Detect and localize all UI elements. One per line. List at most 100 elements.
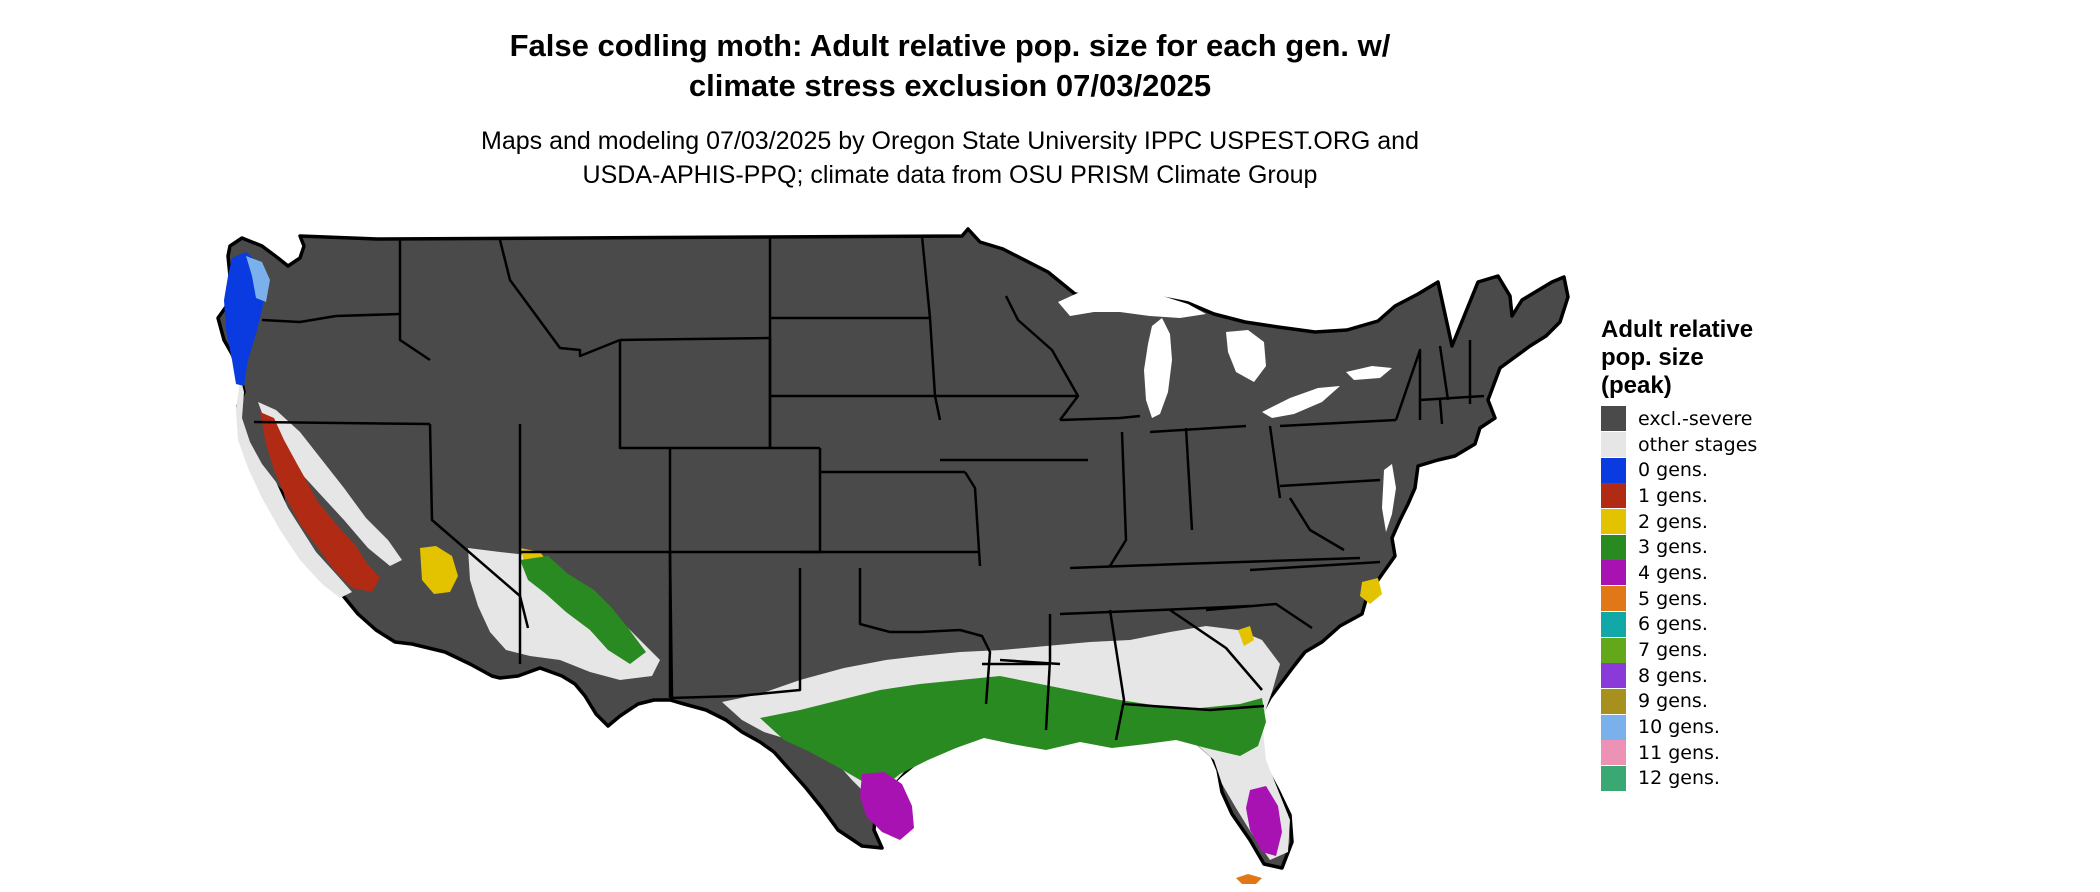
border-ny-ne [1394, 348, 1422, 421]
legend-label: 12 gens. [1638, 767, 1720, 790]
region-10-gens-washington-coast [246, 256, 270, 302]
legend-swatch [1601, 740, 1626, 766]
lake-erie [1262, 386, 1340, 418]
region-3-gens-southwest [520, 556, 646, 664]
region-2-gens-southern-california [420, 546, 458, 594]
legend-item: excl.-severe [1601, 406, 1841, 432]
legend-swatch [1601, 663, 1626, 689]
border-il-in [1108, 431, 1128, 567]
legend-swatch [1601, 714, 1626, 740]
border-oh-pa [1268, 425, 1282, 499]
border-pa-ny [1279, 418, 1397, 428]
map-title: False codling moth: Adult relative pop. … [0, 26, 1900, 106]
legend-swatch [1601, 688, 1626, 714]
legend-label: 0 gens. [1638, 459, 1708, 482]
legend-label: 6 gens. [1638, 613, 1708, 636]
legend-item: 2 gens. [1601, 509, 1841, 535]
legend-label: excl.-severe [1638, 407, 1753, 430]
border-va-nc [1249, 560, 1381, 572]
border-ok-tx [858, 568, 992, 705]
border-mn-wi [1004, 295, 1080, 397]
legend-label: 3 gens. [1638, 536, 1708, 559]
legend-title: Adult relative pop. size (peak) [1601, 316, 1841, 400]
lake-huron [1226, 330, 1266, 382]
legend-title-line-1: Adult relative [1601, 316, 1754, 343]
legend-label: 2 gens. [1638, 510, 1708, 533]
legend-label: 5 gens. [1638, 587, 1708, 610]
map-subtitle: Maps and modeling 07/03/2025 by Oregon S… [0, 124, 1900, 192]
region-1-gens-california-coast [260, 412, 380, 592]
border-ma-ct-ri [1419, 394, 1485, 425]
border-pa-md [1279, 478, 1381, 488]
legend-swatch [1601, 586, 1626, 612]
border-al-ga [1108, 609, 1126, 741]
border-oregon-california-nevada [253, 420, 431, 426]
chesapeake-bay [1382, 464, 1396, 532]
legend-title-line-3: (peak) [1601, 372, 1672, 399]
legend-items: excl.-severe other stages 0 gens. 1 gens. 2 … [1601, 406, 1841, 791]
border-washington-oregon [261, 312, 401, 324]
map-title-line-2: climate stress exclusion 07/03/2025 [688, 68, 1212, 103]
border-ky-tn [1069, 556, 1361, 570]
map-title-line-1: False codling moth: Adult relative pop. … [509, 28, 1391, 63]
legend-label: 10 gens. [1638, 716, 1720, 739]
legend-label: 11 gens. [1638, 741, 1720, 764]
legend-label: 8 gens. [1638, 664, 1708, 687]
legend-swatch [1601, 457, 1626, 483]
border-vt-nh-me [1438, 340, 1472, 404]
region-2-gens-southeast-virginia [1360, 578, 1382, 604]
legend-item: 3 gens. [1601, 534, 1841, 560]
border-nd-mn [920, 235, 937, 397]
border-montana-wyoming [619, 336, 771, 342]
lake-ontario [1346, 366, 1392, 380]
border-mi-oh [1149, 424, 1247, 434]
legend-label: 1 gens. [1638, 484, 1708, 507]
border-ga-fl [1123, 702, 1265, 712]
legend-item: 12 gens. [1601, 765, 1841, 792]
region-4-gens-south-florida [1246, 786, 1282, 856]
border-az-nm [668, 551, 674, 699]
border-va-wv [1288, 497, 1345, 552]
border-tn-south [1059, 604, 1251, 616]
state-borders [253, 235, 1485, 741]
legend-title-line-2: pop. size [1601, 344, 1704, 371]
legend-item: 5 gens. [1601, 586, 1841, 612]
border-wa-id-mt [398, 240, 431, 362]
legend-swatch [1601, 432, 1626, 458]
legend-swatch [1601, 534, 1626, 560]
legend-label: 4 gens. [1638, 561, 1708, 584]
legend-swatch [1601, 406, 1626, 432]
border-nc-sc [1205, 602, 1313, 630]
region-other-stages-central-valley [258, 402, 402, 566]
legend-swatch [1601, 509, 1626, 535]
legend-item: 8 gens. [1601, 663, 1841, 689]
map-subtitle-line-2: USDA-APHIS-PPQ; climate data from OSU PR… [582, 161, 1318, 189]
legend-item: 7 gens. [1601, 637, 1841, 663]
legend-swatch [1601, 765, 1626, 791]
legend-swatch [1601, 483, 1626, 509]
legend-item: 0 gens. [1601, 457, 1841, 483]
map-subtitle-line-1: Maps and modeling 07/03/2025 by Oregon S… [481, 127, 1419, 155]
region-other-stages-gulf-coast [722, 626, 1290, 860]
border-utah-colorado [668, 448, 822, 554]
us-map [216, 227, 1570, 884]
border-nm-tx [669, 568, 802, 700]
region-5-gens-florida-keys [1236, 874, 1262, 884]
legend-item: other stages [1601, 432, 1841, 458]
border-wi-il [1059, 414, 1141, 422]
border-ms-al [1044, 614, 1052, 731]
border-in-oh [1184, 427, 1194, 531]
legend-swatch [1601, 637, 1626, 663]
legend-swatch [1601, 611, 1626, 637]
legend-item: 4 gens. [1601, 560, 1841, 586]
legend-item: 10 gens. [1601, 714, 1841, 740]
lake-superior [1058, 289, 1206, 318]
legend-item: 6 gens. [1601, 611, 1841, 638]
border-la-ms [999, 658, 1061, 666]
legend-label: 7 gens. [1638, 639, 1708, 662]
region-2-gens-carolina-coast [1238, 626, 1254, 646]
border-mo-ks [963, 471, 982, 567]
border-idaho-montana [498, 239, 621, 358]
region-4-gens-south-texas [860, 772, 914, 840]
legend-item: 9 gens. [1601, 688, 1841, 715]
